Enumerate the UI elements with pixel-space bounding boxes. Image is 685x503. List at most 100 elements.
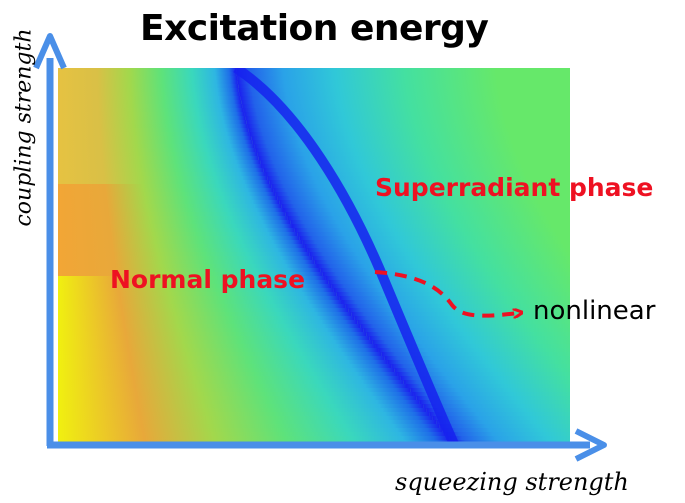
heatmap-band-left [58, 72, 237, 77]
heatmap-band-left [58, 264, 318, 269]
y-axis [33, 33, 67, 446]
heatmap-band-left [58, 240, 303, 245]
heatmap-band-left [58, 348, 379, 353]
heatmap-band-right [419, 400, 570, 405]
heatmap-band-right [243, 108, 570, 113]
heatmap-band-right [381, 352, 570, 357]
heatmap-band-left [58, 408, 427, 413]
heatmap-band-left [58, 332, 367, 337]
heatmap-band-right [294, 228, 570, 233]
heatmap-band-right [378, 348, 570, 353]
heatmap-band-right [423, 404, 570, 409]
heatmap-band-right [328, 280, 570, 285]
heatmap-band-left [58, 320, 358, 325]
heatmap-band-right [285, 212, 570, 217]
heatmap-band-right [297, 232, 570, 237]
heatmap-band-left [58, 388, 411, 393]
heatmap-band-left [58, 376, 401, 381]
heatmap-band-left [58, 84, 239, 89]
heatmap-band-right [320, 268, 570, 273]
heatmap-band-right [348, 308, 570, 313]
heatmap-band-right [394, 368, 570, 373]
heatmap-band-right [251, 136, 570, 141]
heatmap-band-right [281, 204, 570, 209]
heatmap-band-left [58, 216, 288, 221]
phase-boundary-line [233, 68, 459, 444]
heatmap-band-right [410, 388, 570, 393]
heatmap-band-right [254, 144, 570, 149]
heatmap-band-right [354, 316, 570, 321]
heatmap-slices [58, 68, 570, 444]
heatmap-band-left [58, 384, 408, 389]
heatmap-band-left [58, 276, 326, 281]
heatmap-band-right [237, 80, 570, 85]
heatmap-band-left [58, 124, 248, 129]
heatmap-band-right [331, 284, 570, 289]
heatmap-band-left [58, 336, 370, 341]
heatmap-band-right [307, 248, 570, 253]
heatmap-band-left [58, 248, 308, 253]
heatmap-band-right [248, 128, 570, 133]
heatmap-band-right [249, 132, 570, 137]
heatmap-band-right [442, 428, 570, 433]
heatmap-band-left [58, 392, 414, 397]
heatmap-band-right [387, 360, 570, 365]
heatmap-band-right [244, 112, 570, 117]
heatmap-band-left [58, 224, 293, 229]
heatmap-band-right [287, 216, 570, 221]
heatmap-band-left [58, 236, 300, 241]
heatmap-band-right [314, 260, 570, 265]
heatmap-band-right [238, 84, 570, 89]
heatmap-band-left [58, 324, 361, 329]
nonlinear-arrow [374, 270, 518, 316]
heatmap-band-right [333, 288, 570, 293]
heatmap-band-right [375, 344, 570, 349]
heatmap-band-right [336, 292, 570, 297]
heatmap-band-left [58, 396, 417, 401]
x-axis-label: squeezing strength [395, 468, 629, 496]
heatmap-band-left [58, 328, 364, 333]
heatmap-band-left [58, 404, 424, 409]
heatmap-band-right [277, 196, 570, 201]
heatmap-band-left [58, 292, 337, 297]
heatmap-band-left [58, 204, 282, 209]
heatmap-band-right [372, 340, 570, 345]
heatmap-band-left [58, 144, 255, 149]
heatmap-band-left [58, 68, 237, 73]
heatmap-band-right [255, 148, 570, 153]
heatmap-band-right [265, 172, 570, 177]
heatmap-band-left [58, 340, 373, 345]
heatmap-band-left [58, 148, 256, 153]
heatmap-band-right [391, 364, 570, 369]
heatmap-band-right [449, 436, 570, 441]
heatmap-band-right [400, 376, 570, 381]
heatmap-band-right [279, 200, 570, 205]
heatmap-band-left [58, 152, 258, 157]
diagram-title: Excitation energy [140, 8, 489, 49]
heatmap-band-left [58, 412, 430, 417]
heatmap-band-left [58, 100, 242, 105]
heatmap-band-left [58, 296, 340, 301]
heatmap-band-right [273, 188, 570, 193]
heatmap-band-left [58, 368, 395, 373]
heatmap-band-right [283, 208, 570, 213]
heatmap-band-left [58, 208, 284, 213]
heatmap-band-left [58, 188, 274, 193]
heatmap-band-left [58, 252, 310, 257]
y-axis-arrowhead [33, 33, 67, 70]
heatmap-band-left [58, 316, 355, 321]
heatmap-band-left [58, 380, 404, 385]
heatmap-band-left [58, 256, 313, 261]
heatmap-band-right [413, 392, 570, 397]
heatmap-band-left [58, 212, 286, 217]
heatmap-band-left [58, 288, 334, 293]
heatmap-band-left [58, 196, 278, 201]
heatmap-band-right [247, 124, 570, 129]
heatmap-band-left [58, 96, 241, 101]
nonlinear-label: nonlinear [533, 296, 656, 326]
heatmap-band-left [58, 352, 382, 357]
heatmap-band-left [58, 360, 388, 365]
heatmap-band-left [58, 432, 446, 437]
heatmap-band-left [58, 428, 443, 433]
heatmap-band-right [236, 72, 570, 77]
